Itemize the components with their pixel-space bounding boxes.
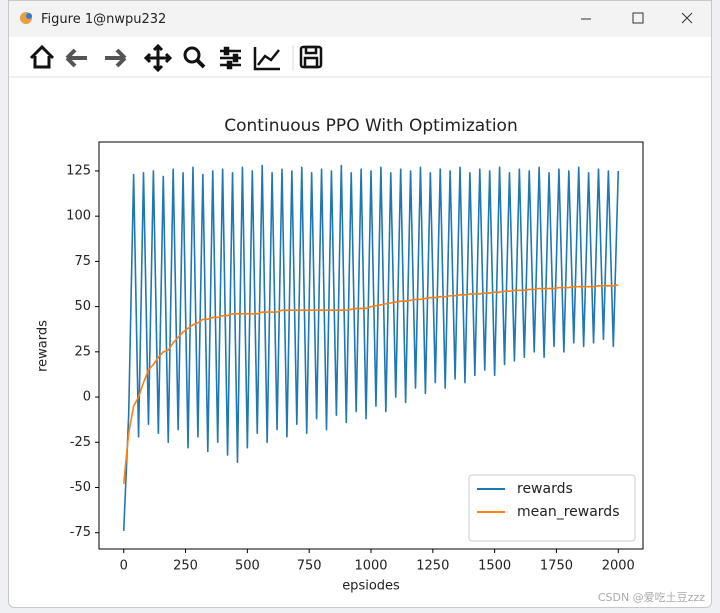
- series-line: [122, 284, 619, 484]
- forward-button[interactable]: [105, 48, 127, 68]
- window: Figure 1@nwpu232 Continuous PPO With Opt…: [8, 0, 712, 608]
- x-tick-label: 1750: [540, 559, 573, 574]
- pan-button[interactable]: [143, 43, 173, 73]
- chart-title: Continuous PPO With Optimization: [224, 116, 517, 136]
- zoom-button[interactable]: [183, 46, 206, 69]
- series-line: [122, 164, 620, 531]
- legend-label: mean_rewards: [517, 504, 619, 520]
- axes-button[interactable]: [253, 47, 280, 71]
- toolbar: [29, 43, 323, 73]
- x-tick-label: 750: [297, 559, 322, 574]
- y-tick-label: 75: [74, 254, 91, 269]
- home-button[interactable]: [29, 44, 55, 69]
- x-tick-label: 1000: [354, 559, 387, 574]
- y-tick-label: 0: [83, 390, 91, 405]
- title-bar: [9, 1, 711, 37]
- x-tick-label: 1500: [478, 559, 511, 574]
- chart: Continuous PPO With Optimization epsiode…: [36, 116, 644, 594]
- y-tick-label: 25: [74, 344, 91, 359]
- legend-box: [468, 474, 636, 542]
- back-button[interactable]: [65, 48, 87, 68]
- y-tick-label: 50: [74, 299, 91, 314]
- y-tick-label: 100: [66, 209, 91, 224]
- y-axis-label: rewards: [36, 320, 51, 372]
- y-tick-label: 125: [66, 163, 91, 178]
- x-tick-label: 500: [235, 559, 260, 574]
- maximize-button[interactable]: [632, 12, 644, 24]
- x-tick-label: 2000: [602, 559, 635, 574]
- x-tick-label: 0: [120, 559, 128, 574]
- window-title: Figure 1@nwpu232: [41, 12, 166, 27]
- close-button[interactable]: [681, 12, 693, 24]
- watermark: CSDN @爱吃土豆zzz: [598, 591, 705, 604]
- configure-button[interactable]: [220, 46, 241, 70]
- y-tick-label: -25: [70, 435, 91, 450]
- x-tick-label: 250: [173, 559, 198, 574]
- app-icon: [20, 12, 32, 24]
- plot-area: [122, 164, 620, 531]
- y-tick-label: -50: [70, 480, 91, 495]
- y-tick-label: -75: [70, 525, 91, 540]
- window-svg: Figure 1@nwpu232 Continuous PPO With Opt…: [9, 1, 711, 604]
- save-button[interactable]: [299, 45, 323, 69]
- x-tick-label: 1250: [416, 559, 449, 574]
- legend-label: rewards: [517, 481, 573, 497]
- x-axis-label: epsiodes: [342, 579, 400, 594]
